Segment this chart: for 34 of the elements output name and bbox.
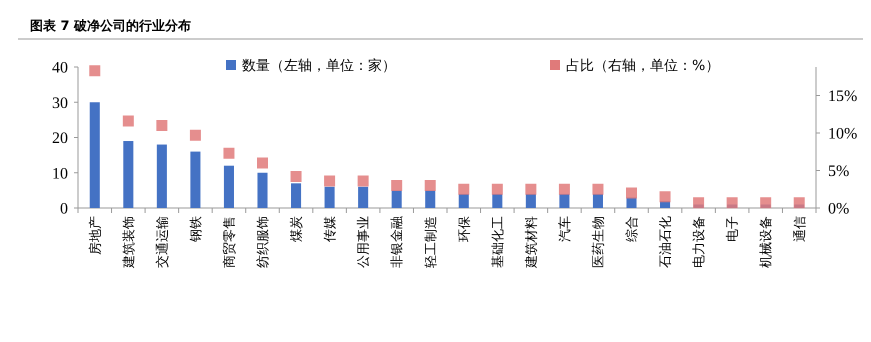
y-tick-label: 40 — [52, 60, 68, 77]
x-tick-label: 环保 — [457, 216, 472, 242]
legend-label: 占比（右轴，单位：%） — [566, 58, 720, 74]
x-tick-label: 电子 — [726, 216, 741, 242]
legend-label: 数量（左轴，单位：家） — [242, 58, 396, 74]
x-tick-label: 综合 — [625, 216, 640, 242]
chart-title: 图表 7 破净公司的行业分布 — [30, 19, 192, 34]
x-tick-label: 石油石化 — [658, 216, 674, 268]
x-tick-label: 煤炭 — [290, 216, 305, 242]
y-tick-label: 30 — [52, 94, 68, 112]
y2-tick-label: 15% — [828, 88, 858, 106]
y-tick-label: 10 — [52, 165, 68, 182]
y2-tick-label: 10% — [828, 126, 858, 143]
x-tick-label: 纺织服饰 — [256, 216, 272, 268]
x-tick-label: 建筑材料 — [524, 216, 540, 269]
y-tick-label: 0 — [60, 200, 68, 218]
x-tick-label: 非银金融 — [390, 216, 406, 268]
x-tick-label: 房地产 — [87, 216, 104, 255]
x-tick-label: 电力设备 — [692, 216, 708, 268]
y2-tick-label: 5% — [828, 163, 850, 180]
x-tick-label: 机械设备 — [759, 216, 774, 268]
x-tick-label: 交通运输 — [154, 216, 170, 268]
x-tick-label: 传媒 — [323, 216, 338, 242]
x-tick-label: 基础化工 — [490, 216, 506, 268]
x-tick-label: 医药生物 — [592, 216, 607, 268]
x-tick-label: 通信 — [792, 216, 808, 242]
x-tick-label: 轻工制造 — [424, 216, 439, 268]
y-tick-label: 20 — [52, 130, 68, 148]
x-tick-label: 公用事业 — [356, 216, 372, 268]
x-tick-label: 汽车 — [558, 216, 573, 242]
y2-tick-label: 0% — [828, 200, 850, 218]
x-tick-label: 商贸零售 — [222, 216, 238, 268]
x-tick-label: 钢铁 — [188, 216, 204, 243]
x-tick-label: 建筑装饰 — [122, 216, 137, 269]
